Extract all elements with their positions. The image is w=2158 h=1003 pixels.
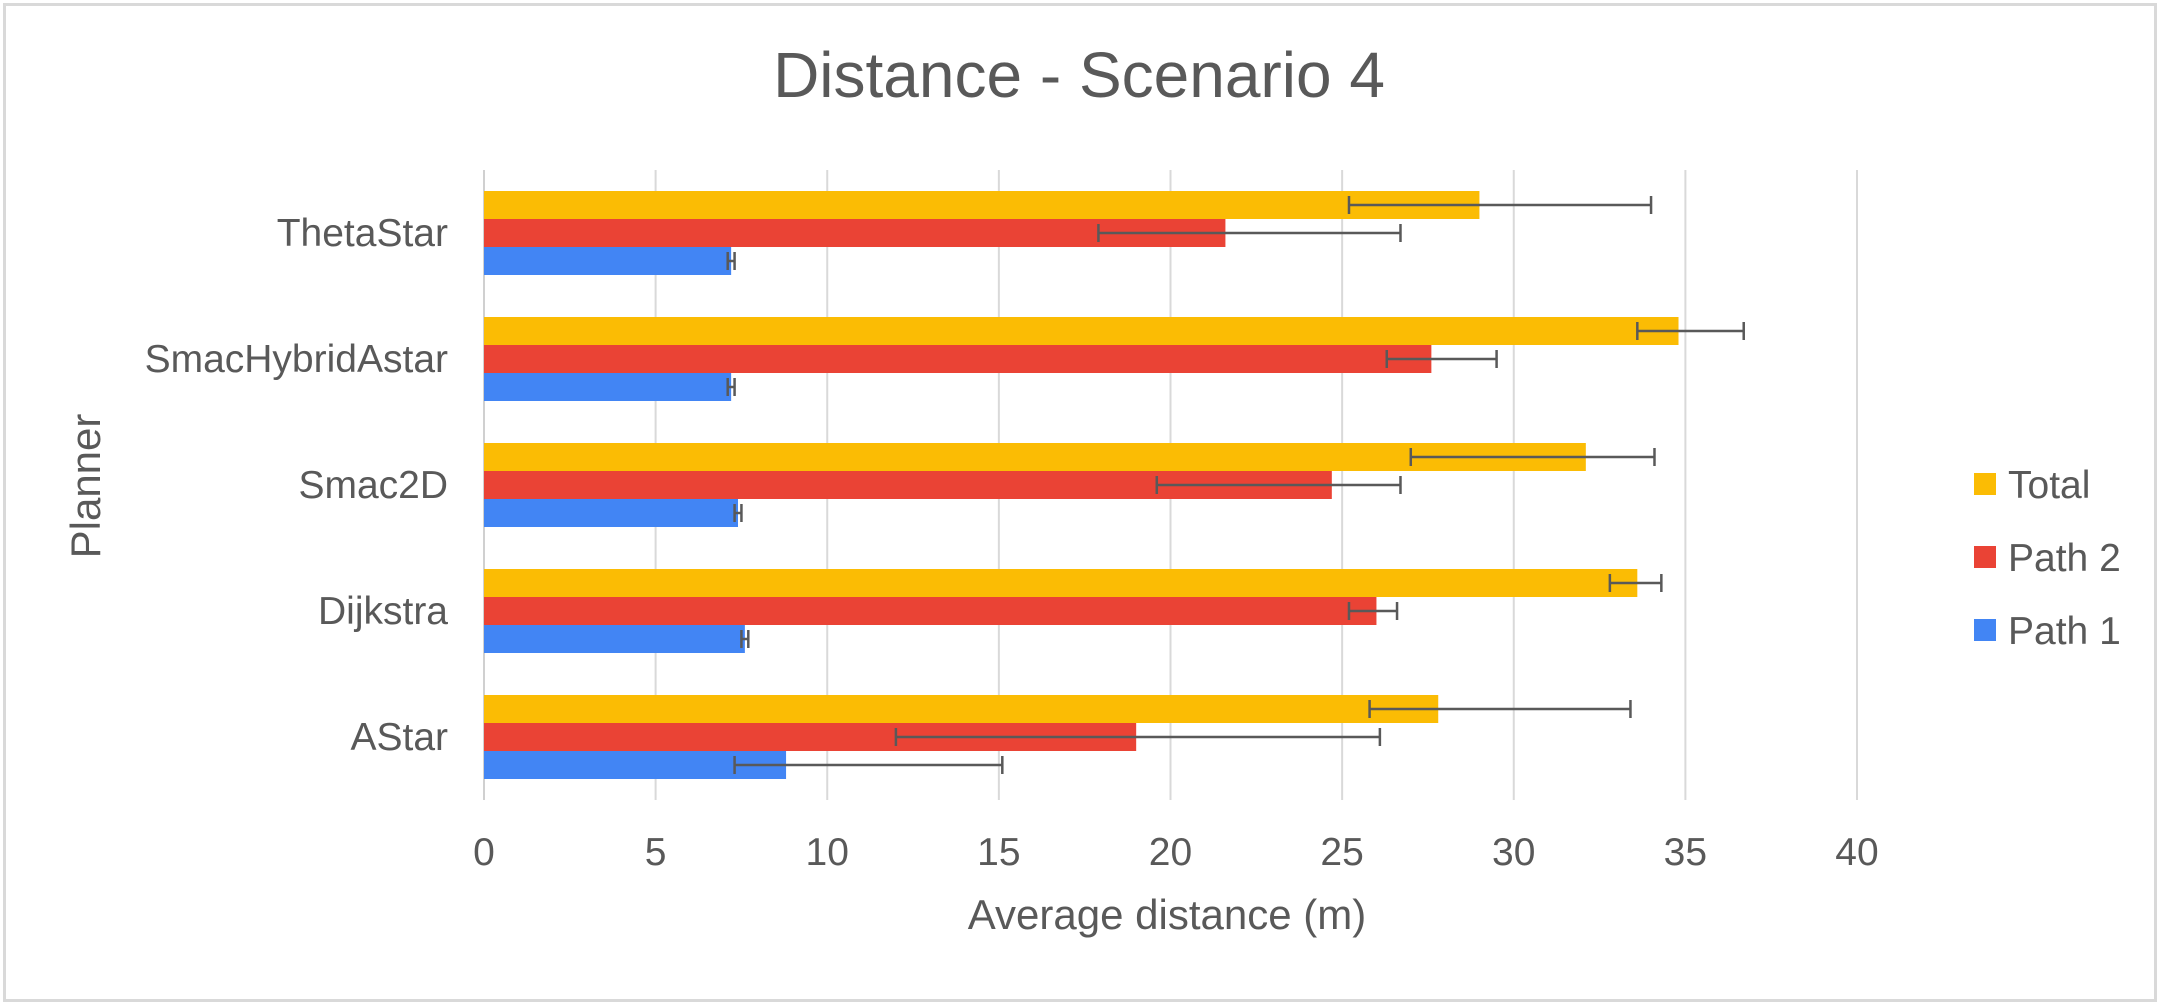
y-tick-label-smac2d: Smac2D — [298, 464, 448, 507]
error-bar-path-1-astar — [733, 756, 1004, 774]
chart-frame — [3, 3, 2157, 1002]
error-bar-path-1-thetastar — [726, 252, 736, 270]
bars — [484, 191, 1679, 779]
x-tick-label: 35 — [1664, 831, 1707, 874]
x-tick-label: 15 — [977, 831, 1020, 874]
error-bar-total-smachybridastar — [1636, 322, 1745, 340]
error-bar-total-dijkstra — [1608, 574, 1663, 592]
error-bar-path-2-thetastar — [1097, 224, 1402, 242]
legend: Total Path 2 Path 1 — [1974, 464, 2121, 653]
x-tick-label: 10 — [806, 831, 849, 874]
x-axis-title: Average distance (m) — [968, 891, 1366, 938]
error-bar-path-2-smac2d — [1155, 476, 1402, 494]
error-bar-path-1-smachybridastar — [726, 378, 736, 396]
y-tick-label-thetastar: ThetaStar — [277, 212, 448, 255]
x-tick-label: 40 — [1835, 831, 1878, 874]
bar-path-1-smachybridastar — [484, 373, 732, 401]
error-bar-path-1-dijkstra — [740, 630, 750, 648]
bar-path-1-thetastar — [484, 247, 732, 275]
error-bar-path-2-astar — [894, 728, 1382, 746]
x-tick-label: 5 — [645, 831, 667, 874]
chart-title: Distance - Scenario 4 — [773, 39, 1385, 111]
legend-swatch-total — [1974, 473, 1996, 495]
x-tick-label: 25 — [1320, 831, 1363, 874]
bar-total-dijkstra — [484, 569, 1638, 597]
x-tick-label: 30 — [1492, 831, 1535, 874]
error-bars — [726, 196, 1745, 774]
bar-path-1-dijkstra — [484, 625, 745, 653]
error-bar-total-thetastar — [1347, 196, 1653, 214]
error-bar-path-2-smachybridastar — [1385, 350, 1498, 368]
legend-label-total: Total — [2008, 464, 2090, 507]
legend-label-path-2: Path 2 — [2008, 537, 2121, 580]
legend-swatch-path-1 — [1974, 619, 1996, 641]
bar-path-2-dijkstra — [484, 597, 1377, 625]
legend-swatch-path-2 — [1974, 546, 1996, 568]
bar-path-1-smac2d — [484, 499, 739, 527]
error-bar-total-astar — [1368, 700, 1632, 718]
bar-path-2-smachybridastar — [484, 345, 1432, 373]
y-axis-ticks: AStar Dijkstra Smac2D SmacHybridAstar ThetaS… — [145, 212, 449, 759]
y-axis-title: Planner — [62, 414, 109, 559]
x-tick-label: 20 — [1149, 831, 1192, 874]
legend-label-path-1: Path 1 — [2008, 610, 2121, 653]
y-tick-label-dijkstra: Dijkstra — [318, 590, 448, 633]
error-bar-path-2-dijkstra — [1347, 602, 1399, 620]
bar-total-smachybridastar — [484, 317, 1679, 345]
bar-total-astar — [484, 695, 1439, 723]
bar-total-thetastar — [484, 191, 1480, 219]
y-tick-label-astar: AStar — [350, 716, 448, 759]
bar-total-smac2d — [484, 443, 1586, 471]
y-tick-label-smachybridastar: SmacHybridAstar — [145, 338, 448, 381]
error-bar-path-1-smac2d — [733, 504, 743, 522]
error-bar-total-smac2d — [1409, 448, 1656, 466]
x-axis-ticks: 0 5 10 15 20 25 30 35 40 — [473, 831, 1879, 874]
x-tick-label: 0 — [473, 831, 495, 874]
